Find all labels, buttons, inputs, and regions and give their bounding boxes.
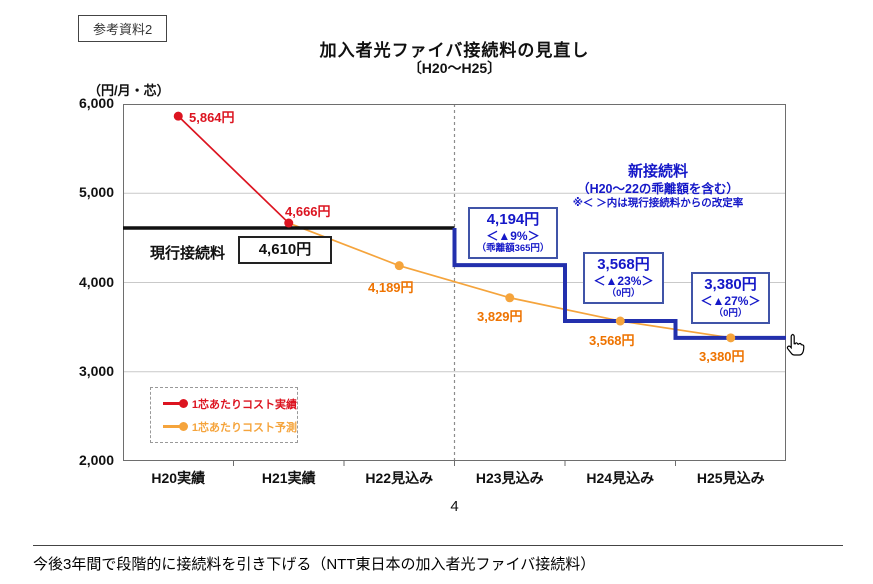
y-tick-5000: 5,000 (78, 184, 114, 201)
legend-item-actual: 1芯あたりコスト実績 (151, 396, 297, 412)
current-fee-value-box: 4,610円 (238, 236, 332, 264)
legend-line-forecast-icon (163, 422, 188, 431)
new-fee-subtitle: （H20～22の乖離額を含む） (577, 181, 739, 196)
point-label-3568: 3,568円 (589, 333, 635, 348)
point-label-3380: 3,380円 (699, 349, 745, 364)
new-fee-box-h23-rate: ＜▲9%＞ (486, 229, 540, 243)
point-label-4189: 4,189円 (368, 280, 414, 295)
legend-item-forecast: 1芯あたりコスト予測 (151, 419, 297, 435)
legend-line-actual-icon (163, 399, 188, 408)
x-label-h22: H22見込み (365, 470, 434, 486)
new-fee-note: ※＜ ＞内は現行接続料からの改定率 (572, 197, 744, 210)
new-fee-title: 新接続料 (627, 163, 688, 180)
point-label-4666: 4,666円 (285, 204, 331, 219)
x-label-h20: H20実績 (151, 470, 206, 486)
y-tick-4000: 4,000 (78, 273, 114, 290)
new-fee-box-h24-note: （0円） (606, 288, 641, 300)
new-fee-box-h24-value: 3,568円 (597, 256, 650, 273)
footer-divider (33, 545, 843, 546)
chart-subtitle: 〔H20～H25〕 (407, 60, 502, 76)
new-fee-box-h25-value: 3,380円 (704, 276, 757, 293)
new-fee-box-h25-note: （0円） (713, 308, 748, 320)
footer-caption: 今後3年間で段階的に接続料を引き下げる（NTT東日本の加入者光ファイバ接続料） (33, 556, 596, 573)
x-label-h25: H25見込み (696, 470, 765, 486)
current-fee-label: 現行接続料 (150, 245, 226, 262)
new-fee-box-h24-rate: ＜▲23%＞ (593, 274, 654, 288)
point-label-5864: 5,864円 (189, 110, 235, 125)
chart-canvas (123, 104, 787, 466)
new-fee-box-h25-rate: ＜▲27%＞ (700, 294, 761, 308)
y-axis-unit-label: （円/月・芯） (88, 83, 170, 98)
x-label-h23: H23見込み (475, 470, 544, 486)
page-number: 4 (450, 498, 459, 515)
new-fee-box-h25: 3,380円 ＜▲27%＞ （0円） (691, 272, 770, 324)
new-fee-header: 新接続料 （H20～22の乖離額を含む） ※＜ ＞内は現行接続料からの改定率 (543, 163, 773, 211)
legend-label-forecast: 1芯あたりコスト予測 (191, 421, 297, 434)
new-fee-box-h24: 3,568円 ＜▲23%＞ （0円） (583, 252, 664, 304)
new-fee-box-h23-note: （乖離額365円） (476, 243, 550, 255)
y-tick-2000: 2,000 (78, 452, 114, 468)
chart-title: 加入者光ファイバ接続料の見直し (319, 41, 590, 60)
point-label-3829: 3,829円 (477, 309, 523, 324)
y-tick-3000: 3,000 (78, 362, 114, 379)
x-label-h21: H21実績 (261, 470, 316, 486)
y-tick-6000: 6,000 (78, 95, 114, 111)
chart-plot-area (123, 104, 787, 466)
reference-label-box: 参考資料2 (78, 15, 168, 42)
x-label-h24: H24見込み (586, 470, 655, 486)
hand-cursor-icon (783, 333, 807, 362)
new-fee-box-h23-value: 4,194円 (486, 211, 540, 228)
chart-legend: 1芯あたりコスト実績 1芯あたりコスト予測 (150, 387, 298, 443)
legend-label-actual: 1芯あたりコスト実績 (191, 398, 297, 411)
new-fee-box-h23: 4,194円 ＜▲9%＞ （乖離額365円） (468, 207, 558, 259)
